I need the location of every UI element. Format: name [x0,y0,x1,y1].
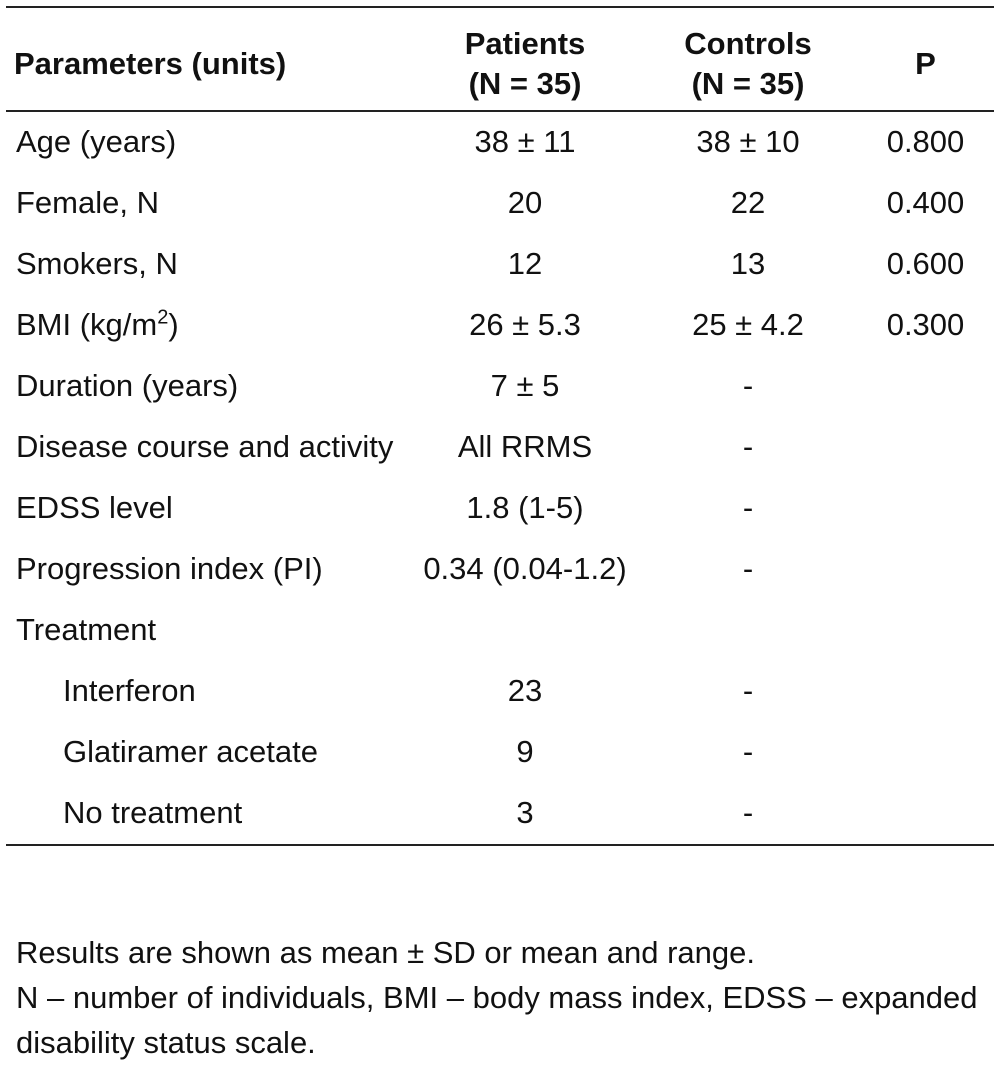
table-row: No treatment 3 - [6,783,994,845]
row-patients: 26 ± 5.3 [469,307,581,342]
row-controls: 22 [730,185,766,220]
row-param: BMI (kg/m2) [6,295,411,356]
row-param: Age (years) [16,124,177,159]
row-controls: 13 [730,246,766,281]
table-header-row: Parameters (units) Patients (N = 35) Con… [6,8,994,111]
bmi-label: BMI (kg/m [16,307,158,342]
row-patients: 0.34 (0.04-1.2) [423,551,627,586]
row-p: 0.300 [886,307,965,342]
header-patients-line2: (N = 35) [468,66,582,101]
row-param: Treatment [16,612,157,647]
header-patients-line1: Patients [464,26,586,61]
row-p [857,478,994,539]
table-row: Disease course and activity All RRMS - [6,417,994,478]
row-controls: 25 ± 4.2 [692,307,804,342]
row-patients: 1.8 (1-5) [466,490,584,525]
row-param: No treatment [63,795,243,830]
row-p: 0.600 [886,246,965,281]
row-patients: 3 [516,795,534,830]
row-controls: - [742,551,754,586]
row-patients: 12 [507,246,543,281]
characteristics-table-container: Parameters (units) Patients (N = 35) Con… [6,6,994,846]
header-controls-line1: Controls [684,26,812,61]
table-row: Treatment [6,600,994,661]
row-p [857,417,994,478]
row-controls: - [742,673,754,708]
row-patients: 9 [516,734,534,769]
row-p [857,539,994,600]
row-controls: - [742,429,754,464]
bmi-label-tail: ) [168,307,179,342]
header-parameters: Parameters (units) [14,46,287,81]
footnote-line-2: N – number of individuals, BMI – body ma… [16,980,978,1060]
table-row: EDSS level 1.8 (1-5) - [6,478,994,539]
row-patients: 23 [507,673,543,708]
characteristics-table: Parameters (units) Patients (N = 35) Con… [6,8,994,846]
row-param: EDSS level [16,490,173,525]
row-patients [411,600,639,661]
bmi-superscript: 2 [157,306,169,329]
row-patients: 7 ± 5 [490,368,560,403]
header-controls: Controls (N = 35) [639,8,857,111]
row-patients: 38 ± 11 [474,124,576,159]
row-param: Interferon [63,673,196,708]
row-controls [639,600,857,661]
table-top-rule [6,6,994,8]
header-controls-line2: (N = 35) [691,66,805,101]
row-p: 0.400 [886,185,965,220]
row-patients: All RRMS [457,429,593,464]
row-p [857,783,994,845]
row-controls: - [742,368,754,403]
table-row: Progression index (PI) 0.34 (0.04-1.2) - [6,539,994,600]
row-param: Smokers, N [16,246,178,281]
table-row: Interferon 23 - [6,661,994,722]
header-p-value: P [915,46,936,81]
table-row: Female, N 20 22 0.400 [6,173,994,234]
table-row: Duration (years) 7 ± 5 - [6,356,994,417]
row-p: 0.800 [886,124,965,159]
row-patients: 20 [507,185,543,220]
row-param: Progression index (PI) [16,551,323,586]
header-patients: Patients (N = 35) [411,8,639,111]
row-controls: - [742,734,754,769]
row-controls: - [742,490,754,525]
row-param: Glatiramer acetate [63,734,318,769]
row-p [857,661,994,722]
row-p [857,600,994,661]
row-p [857,722,994,783]
row-controls: 38 ± 10 [696,124,800,159]
table-row: BMI (kg/m2) 26 ± 5.3 25 ± 4.2 0.300 [6,295,994,356]
row-p [857,356,994,417]
row-param: Female, N [16,185,159,220]
row-param: Disease course and activity [16,429,394,464]
table-row: Glatiramer acetate 9 - [6,722,994,783]
table-row: Age (years) 38 ± 11 38 ± 10 0.800 [6,111,994,173]
table-footnotes: Results are shown as mean ± SD or mean a… [16,930,986,1065]
footnote-line-1: Results are shown as mean ± SD or mean a… [16,935,756,970]
table-row: Smokers, N 12 13 0.600 [6,234,994,295]
row-controls: - [742,795,754,830]
row-param: Duration (years) [16,368,239,403]
